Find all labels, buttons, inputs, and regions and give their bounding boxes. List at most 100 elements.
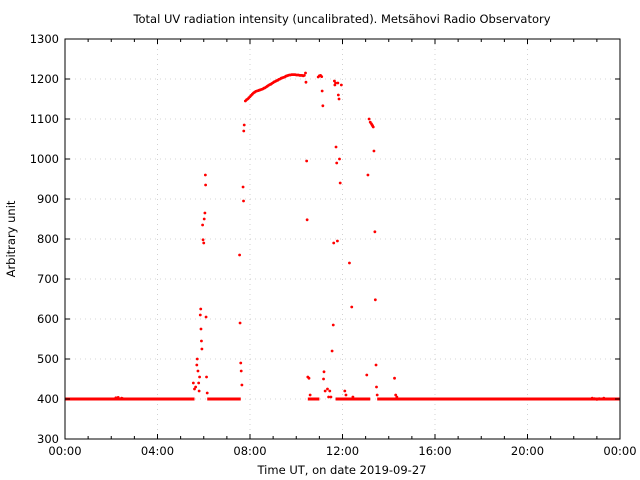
data-point bbox=[602, 396, 606, 400]
data-point bbox=[327, 395, 331, 399]
data-point bbox=[197, 381, 201, 385]
data-point bbox=[393, 376, 396, 380]
x-tick-label: 08:00 bbox=[233, 444, 266, 458]
data-point bbox=[344, 393, 348, 397]
data-points bbox=[65, 71, 620, 401]
data-point bbox=[374, 363, 378, 367]
y-tick-label: 300 bbox=[37, 432, 59, 446]
data-point bbox=[332, 241, 336, 245]
x-tick-label: 04:00 bbox=[141, 444, 174, 458]
data-point bbox=[372, 149, 376, 153]
data-point bbox=[205, 391, 209, 395]
data-point bbox=[331, 323, 335, 327]
data-point bbox=[198, 313, 202, 317]
data-point bbox=[202, 241, 206, 245]
data-point bbox=[375, 393, 379, 397]
data-point bbox=[600, 397, 603, 401]
data-point bbox=[203, 211, 207, 215]
data-point bbox=[326, 387, 329, 391]
grid bbox=[65, 39, 620, 439]
data-point bbox=[240, 383, 244, 387]
data-point bbox=[305, 218, 309, 222]
x-tick-label: 00:00 bbox=[603, 444, 636, 458]
data-point bbox=[593, 397, 596, 400]
data-point bbox=[330, 349, 334, 353]
y-tick-label: 500 bbox=[37, 352, 59, 366]
data-point bbox=[195, 363, 199, 367]
data-point bbox=[305, 159, 309, 163]
data-point bbox=[375, 385, 378, 389]
x-tick-label: 12:00 bbox=[326, 444, 359, 458]
data-point bbox=[329, 395, 333, 399]
data-point bbox=[365, 373, 369, 377]
data-point bbox=[339, 83, 343, 87]
data-point bbox=[308, 393, 312, 397]
data-point bbox=[337, 97, 341, 101]
data-point bbox=[304, 80, 308, 84]
data-point bbox=[322, 370, 326, 374]
data-point bbox=[307, 376, 311, 380]
data-point bbox=[336, 93, 340, 97]
data-point bbox=[322, 377, 325, 381]
data-point bbox=[597, 397, 601, 400]
data-point bbox=[366, 173, 370, 177]
data-point bbox=[194, 385, 198, 389]
x-tick-labels: 00:00 04:00 08:00 12:00 16:00 20:00 00:00 bbox=[48, 444, 636, 458]
data-point bbox=[195, 357, 199, 361]
chart-title: Total UV radiation intensity (uncalibrat… bbox=[132, 12, 550, 26]
data-point bbox=[590, 396, 594, 400]
data-point bbox=[321, 104, 325, 108]
data-point bbox=[302, 74, 306, 77]
x-tick-label: 20:00 bbox=[511, 444, 544, 458]
data-point bbox=[395, 395, 399, 399]
data-point bbox=[114, 396, 118, 400]
data-point bbox=[351, 395, 355, 399]
data-point bbox=[201, 223, 204, 227]
data-point bbox=[323, 389, 327, 393]
data-point bbox=[198, 375, 201, 379]
data-point bbox=[242, 123, 246, 127]
data-point bbox=[336, 239, 339, 243]
data-point bbox=[348, 261, 351, 265]
y-tick-label: 600 bbox=[37, 312, 59, 326]
y-tick-label: 1000 bbox=[30, 152, 59, 166]
data-point bbox=[203, 173, 207, 177]
data-point bbox=[338, 181, 342, 185]
x-tick-label: 16:00 bbox=[418, 444, 451, 458]
data-point bbox=[367, 117, 371, 121]
data-point bbox=[343, 389, 347, 393]
data-point bbox=[197, 389, 201, 393]
x-axis-label: Time UT, on date 2019-09-27 bbox=[257, 463, 427, 477]
data-point bbox=[199, 327, 203, 331]
data-point bbox=[336, 81, 340, 85]
data-point bbox=[242, 129, 246, 133]
data-point bbox=[241, 185, 245, 189]
y-tick-label: 700 bbox=[37, 272, 59, 286]
data-point bbox=[204, 315, 208, 319]
data-point bbox=[199, 307, 203, 311]
data-point bbox=[338, 157, 341, 161]
y-tick-label: 1200 bbox=[30, 72, 59, 86]
data-point bbox=[320, 75, 324, 78]
data-point bbox=[116, 396, 120, 399]
data-point bbox=[121, 397, 125, 400]
y-tick-label: 1100 bbox=[30, 112, 59, 126]
data-point bbox=[238, 253, 241, 257]
y-tick-label: 800 bbox=[37, 232, 59, 246]
y-tick-label: 1300 bbox=[30, 32, 59, 46]
data-point bbox=[239, 369, 243, 373]
y-tick-label: 900 bbox=[37, 192, 59, 206]
data-point bbox=[196, 369, 200, 373]
y-axis-label: Arbitrary unit bbox=[4, 200, 18, 277]
axis-ticks bbox=[64, 38, 621, 440]
data-point bbox=[335, 161, 339, 165]
data-point bbox=[191, 381, 195, 385]
data-point bbox=[239, 361, 243, 365]
data-point bbox=[205, 375, 208, 379]
data-point bbox=[328, 389, 332, 393]
data-point bbox=[242, 199, 245, 203]
x-tick-label: 00:00 bbox=[48, 444, 81, 458]
y-tick-labels: 300 400 500 600 700 800 900 1000 1100 1200 1300 bbox=[30, 32, 59, 446]
data-point bbox=[334, 145, 338, 149]
